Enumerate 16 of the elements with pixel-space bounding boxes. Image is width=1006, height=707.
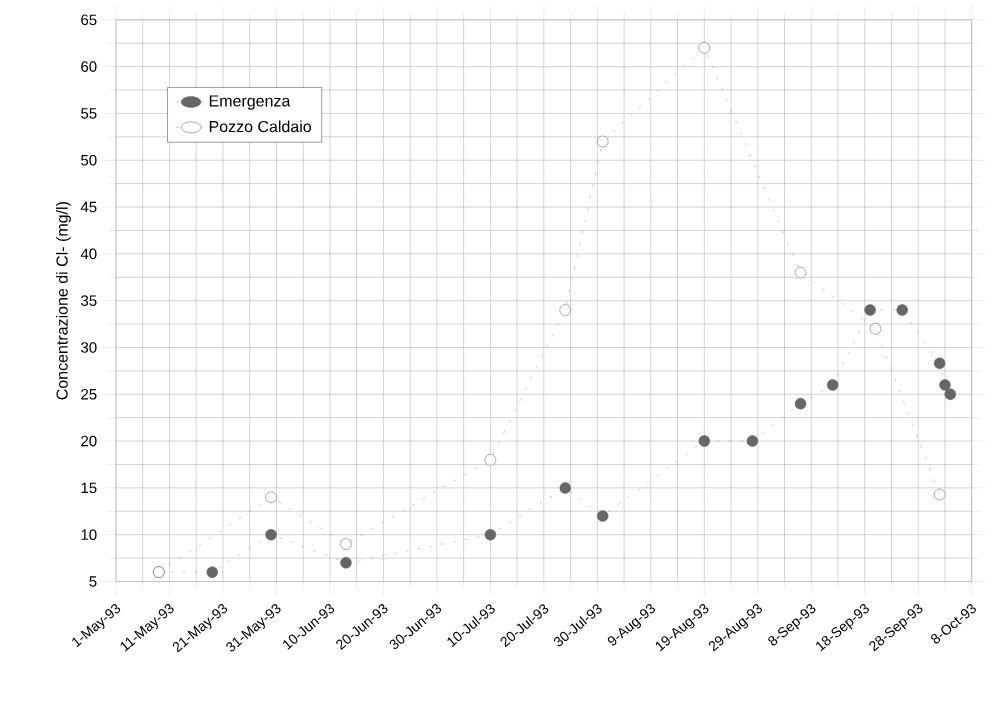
y-tick-label: 30 [81, 342, 97, 353]
y-tick-label: 35 [81, 295, 97, 306]
y-tick-label: 65 [81, 14, 97, 26]
y-tick-label: 55 [81, 108, 97, 119]
legend-label: Pozzo Caldaio [209, 120, 312, 133]
y-tick-label: 15 [81, 482, 97, 494]
legend-label: Emergenza [209, 95, 291, 110]
y-tick-label: 20 [81, 435, 97, 447]
y-tick-label: 50 [81, 154, 97, 166]
y-tick-label: 45 [80, 201, 97, 213]
y-tick-label: 60 [81, 61, 97, 72]
y-tick-label: 25 [81, 388, 97, 400]
y-axis-title: Concentrazione di Cl- (mg/l) [56, 202, 71, 400]
y-tick-label: 40 [80, 248, 97, 260]
y-tick-label: 5 [89, 576, 97, 587]
y-tick-label: 10 [81, 529, 97, 540]
